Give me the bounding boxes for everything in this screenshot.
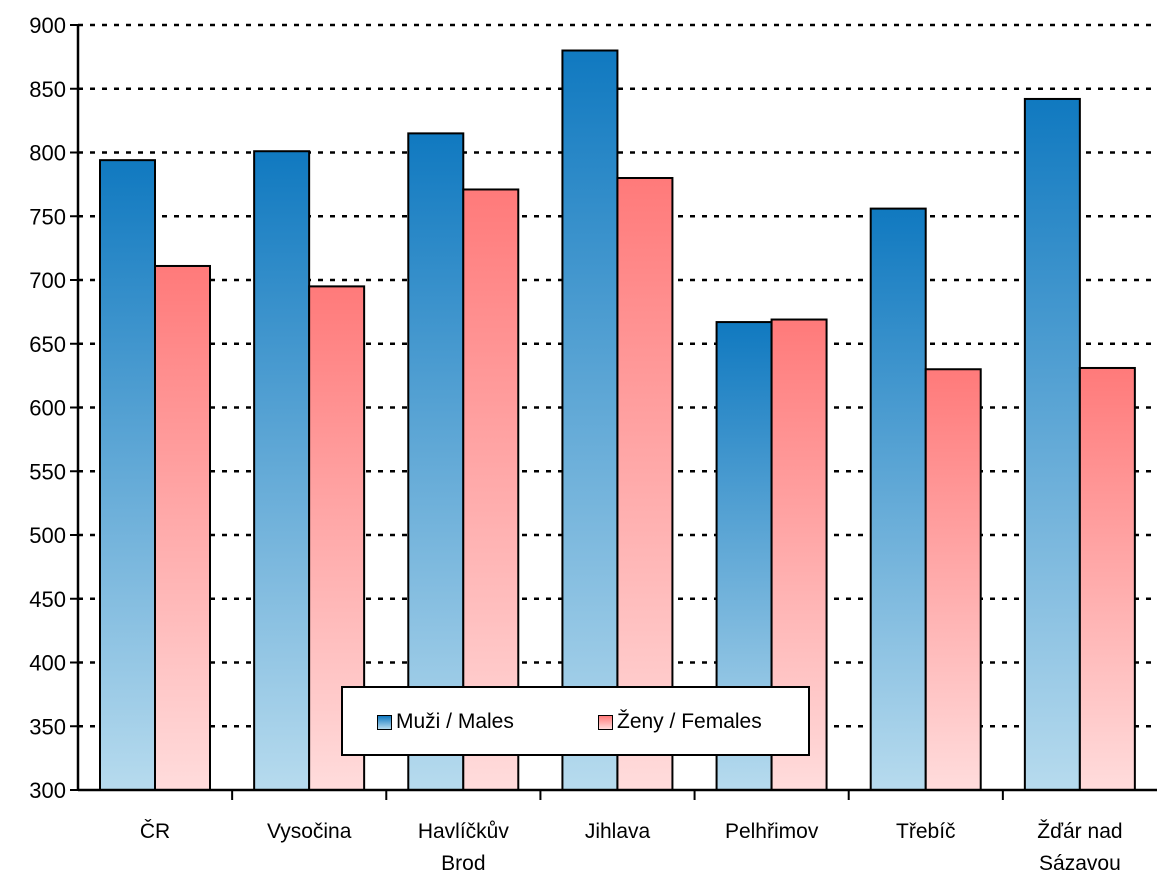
x-tick-label: Brod	[441, 852, 485, 875]
y-tick-label: 350	[29, 714, 66, 739]
y-tick-label: 400	[29, 651, 66, 676]
x-tick-label: Třebíč	[896, 820, 956, 843]
legend-label-males: Muži / Males	[396, 710, 514, 733]
x-tick-label: Sázavou	[1039, 852, 1121, 875]
x-tick-label: Žďár nad	[1037, 820, 1122, 843]
y-tick-label: 750	[29, 204, 66, 229]
y-tick-label: 550	[29, 459, 66, 484]
y-tick-label: 700	[29, 268, 66, 293]
bar-females	[924, 368, 982, 791]
x-tick-label: ČR	[140, 820, 170, 843]
y-tick-label: 300	[29, 778, 66, 803]
bar-males	[1023, 97, 1081, 791]
y-tick-label: 500	[29, 523, 66, 548]
bar-males	[99, 159, 156, 791]
bars	[99, 49, 1136, 792]
x-tick-label: Pelhřimov	[725, 820, 819, 843]
bar-males	[869, 207, 927, 792]
bar-females	[154, 264, 211, 792]
legend-swatch-females	[598, 714, 613, 730]
axes	[70, 24, 1157, 800]
y-tick-label: 850	[29, 77, 66, 102]
bar-males	[561, 49, 619, 791]
y-tick-label: 900	[29, 13, 66, 38]
y-tick-label: 650	[29, 332, 66, 357]
legend-item-males: Muži / Males	[377, 710, 514, 734]
legend: Muži / Males Ženy / Females	[341, 686, 810, 756]
bar-females	[1078, 366, 1136, 791]
x-tick-label: Vysočina	[267, 820, 352, 843]
legend-label-females: Ženy / Females	[617, 710, 762, 733]
x-tick-label: Havlíčkův	[418, 820, 510, 843]
y-tick-label: 800	[29, 141, 66, 166]
x-tick-label: Jihlava	[585, 820, 651, 843]
legend-item-females: Ženy / Females	[598, 710, 762, 734]
tick-labels: 300 350 400 450 500 550 600 650 700 750 800 850 900 Č…	[29, 13, 1122, 875]
y-tick-label: 600	[29, 396, 66, 421]
y-tick-label: 450	[29, 587, 66, 612]
legend-swatch-males	[377, 714, 392, 730]
bar-males	[253, 150, 311, 792]
